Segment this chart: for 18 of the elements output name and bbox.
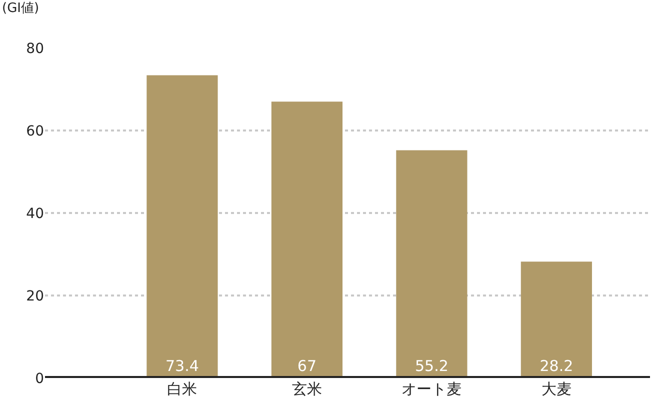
x-tick-label: 白米 xyxy=(167,380,198,398)
y-tick-label: 20 xyxy=(26,288,44,304)
y-axis-title: (GI値) xyxy=(2,1,40,16)
data-label: 67 xyxy=(297,357,317,375)
y-tick-label: 0 xyxy=(35,370,44,387)
x-tick-label: 大麦 xyxy=(541,380,572,398)
y-tick-label: 60 xyxy=(26,123,44,140)
data-label: 28.2 xyxy=(540,357,574,375)
x-tick-label: 玄米 xyxy=(292,380,322,398)
data-label: 73.4 xyxy=(166,357,199,375)
y-tick-label: 40 xyxy=(26,206,44,222)
bar xyxy=(271,102,343,378)
bar xyxy=(520,262,592,378)
x-tick-label: オート麦 xyxy=(402,380,462,398)
bar xyxy=(396,150,468,378)
bar xyxy=(146,75,218,378)
data-label: 55.2 xyxy=(414,357,448,375)
y-tick-label: 80 xyxy=(26,40,44,57)
